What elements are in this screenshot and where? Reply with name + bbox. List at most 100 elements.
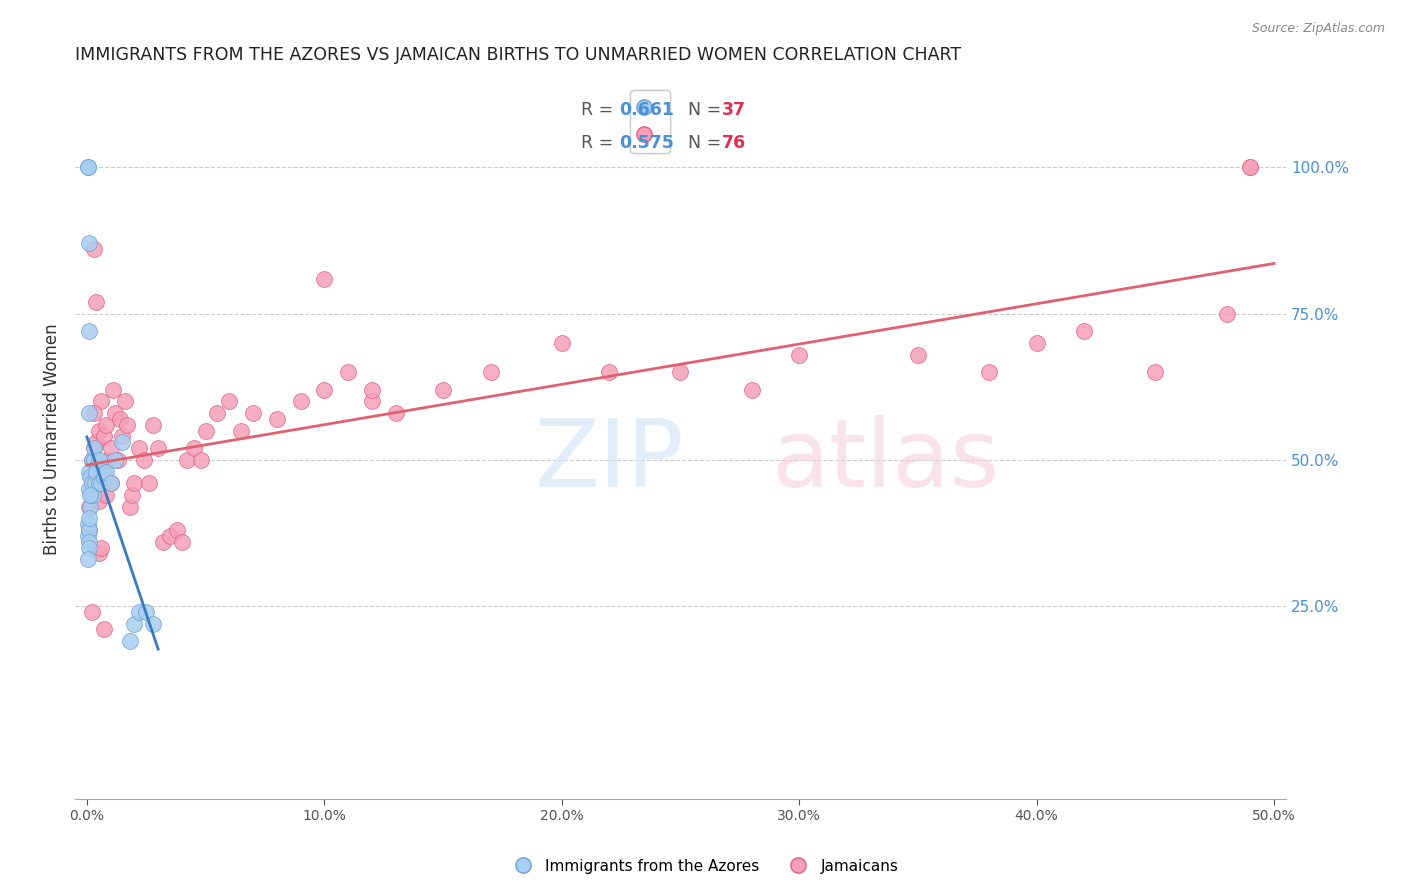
Point bbox=[132, 453, 155, 467]
Point bbox=[90, 541, 112, 555]
Point bbox=[97, 453, 120, 467]
Point bbox=[80, 476, 103, 491]
Point bbox=[741, 383, 763, 397]
Point bbox=[104, 406, 127, 420]
Point bbox=[94, 488, 117, 502]
Point bbox=[101, 383, 124, 397]
Point bbox=[79, 488, 101, 502]
Point bbox=[86, 470, 108, 484]
Point bbox=[82, 488, 104, 502]
Point bbox=[83, 242, 105, 256]
Point bbox=[83, 482, 105, 496]
Text: Source: ZipAtlas.com: Source: ZipAtlas.com bbox=[1251, 22, 1385, 36]
Text: ZIP: ZIP bbox=[536, 415, 685, 507]
Point bbox=[86, 435, 108, 450]
Point bbox=[93, 465, 115, 479]
Point bbox=[77, 482, 100, 496]
Point bbox=[77, 552, 100, 566]
Point bbox=[83, 441, 105, 455]
Point bbox=[77, 500, 100, 514]
Point bbox=[124, 616, 146, 631]
Point bbox=[266, 412, 288, 426]
Point bbox=[152, 534, 174, 549]
Point bbox=[190, 453, 212, 467]
Point bbox=[77, 406, 100, 420]
Point bbox=[87, 493, 110, 508]
Point bbox=[117, 417, 139, 432]
Point bbox=[142, 417, 165, 432]
Point bbox=[1215, 307, 1237, 321]
Point bbox=[76, 529, 98, 543]
Point bbox=[77, 465, 100, 479]
Point bbox=[77, 324, 100, 338]
Point bbox=[314, 383, 336, 397]
Point bbox=[94, 465, 117, 479]
Point bbox=[87, 476, 110, 491]
Point bbox=[108, 412, 131, 426]
Point bbox=[551, 335, 574, 350]
Point bbox=[77, 236, 100, 251]
Point bbox=[104, 453, 127, 467]
Point bbox=[669, 365, 692, 379]
Point bbox=[384, 406, 406, 420]
Point bbox=[90, 476, 112, 491]
Point bbox=[135, 605, 157, 619]
Point bbox=[94, 417, 117, 432]
Point bbox=[93, 623, 115, 637]
Point bbox=[479, 365, 502, 379]
Point bbox=[1239, 161, 1261, 175]
Point bbox=[1025, 335, 1047, 350]
Point bbox=[360, 383, 382, 397]
Point bbox=[290, 394, 312, 409]
Point bbox=[80, 488, 103, 502]
Point bbox=[83, 441, 105, 455]
Point bbox=[360, 394, 382, 409]
Point bbox=[166, 523, 188, 537]
Point bbox=[1144, 365, 1167, 379]
Point bbox=[100, 476, 122, 491]
Point bbox=[80, 605, 103, 619]
Point bbox=[77, 523, 100, 537]
Text: R =: R = bbox=[581, 101, 619, 119]
Legend: Immigrants from the Azores, Jamaicans: Immigrants from the Azores, Jamaicans bbox=[501, 853, 905, 880]
Text: 0.575: 0.575 bbox=[619, 134, 673, 152]
Point bbox=[183, 441, 205, 455]
Point bbox=[100, 476, 122, 491]
Point bbox=[86, 294, 108, 309]
Point bbox=[598, 365, 620, 379]
Point bbox=[107, 453, 129, 467]
Point bbox=[100, 441, 122, 455]
Point bbox=[142, 616, 165, 631]
Point bbox=[231, 424, 253, 438]
Point bbox=[93, 470, 115, 484]
Point bbox=[118, 500, 141, 514]
Point bbox=[159, 529, 181, 543]
Point bbox=[87, 424, 110, 438]
Point bbox=[432, 383, 454, 397]
Point bbox=[83, 406, 105, 420]
Text: 0.661: 0.661 bbox=[619, 101, 673, 119]
Point bbox=[907, 347, 929, 361]
Point bbox=[138, 476, 160, 491]
Point bbox=[87, 546, 110, 560]
Point bbox=[77, 541, 100, 555]
Point bbox=[86, 465, 108, 479]
Point bbox=[83, 453, 105, 467]
Point bbox=[77, 517, 100, 532]
Point bbox=[337, 365, 360, 379]
Text: 37: 37 bbox=[721, 101, 745, 119]
Point bbox=[176, 453, 198, 467]
Point bbox=[128, 605, 150, 619]
Point bbox=[124, 476, 146, 491]
Text: R =: R = bbox=[581, 134, 619, 152]
Point bbox=[170, 534, 193, 549]
Point bbox=[111, 435, 134, 450]
Point bbox=[114, 394, 136, 409]
Point bbox=[90, 476, 112, 491]
Point bbox=[1239, 161, 1261, 175]
Point bbox=[787, 347, 810, 361]
Point bbox=[93, 429, 115, 443]
Point bbox=[90, 394, 112, 409]
Point bbox=[128, 441, 150, 455]
Point bbox=[146, 441, 169, 455]
